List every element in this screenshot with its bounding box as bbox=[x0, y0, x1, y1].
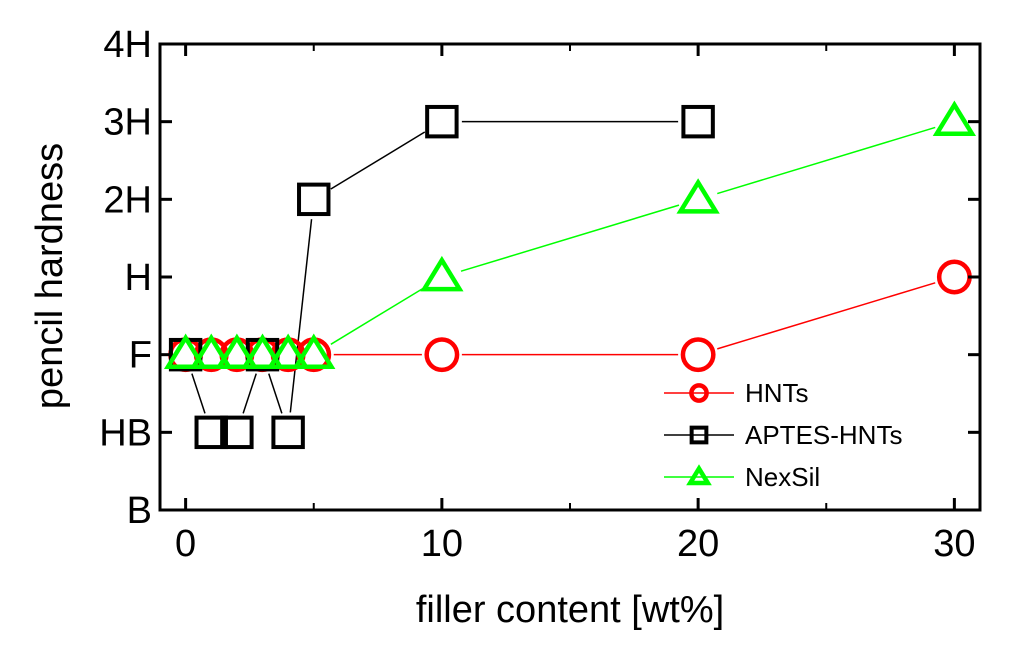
legend-marker bbox=[689, 425, 709, 445]
data-point bbox=[932, 100, 977, 137]
axes: 0 10 20 30 B HB FH 2H 3H 4H bbox=[99, 24, 982, 565]
data-point bbox=[681, 104, 715, 139]
data-point bbox=[271, 415, 305, 450]
data-point bbox=[420, 255, 464, 292]
plot-layer bbox=[163, 100, 977, 450]
data-point bbox=[425, 104, 459, 139]
series-line bbox=[717, 126, 936, 195]
series-line bbox=[268, 373, 283, 414]
legend-label: APTES-HNTs bbox=[745, 420, 902, 450]
y-tick-label: H bbox=[125, 257, 152, 299]
series-line bbox=[330, 286, 426, 345]
legend-label: HNTs bbox=[745, 378, 809, 408]
series-line bbox=[330, 131, 426, 190]
y-tick-label: F bbox=[129, 335, 152, 377]
y-tick-label: 3H bbox=[103, 102, 152, 144]
data-point bbox=[297, 182, 331, 217]
data-point bbox=[676, 178, 720, 214]
series-line bbox=[242, 373, 257, 414]
data-point bbox=[680, 337, 716, 373]
data-point bbox=[215, 333, 259, 370]
legend-marker bbox=[686, 464, 712, 486]
x-axis-label: filler content [wt%] bbox=[416, 589, 724, 631]
data-point bbox=[163, 333, 208, 370]
series-aptes-hnts bbox=[191, 120, 679, 414]
data-point bbox=[424, 337, 460, 373]
y-tick-label: 4H bbox=[103, 24, 152, 66]
data-point bbox=[240, 333, 285, 370]
series-line bbox=[717, 282, 936, 350]
x-tick-label: 20 bbox=[677, 523, 719, 565]
y-tick-label: 2H bbox=[103, 179, 152, 221]
x-tick-label: 0 bbox=[175, 523, 196, 565]
data-point bbox=[220, 415, 254, 450]
legend: HNTs APTES-HNTs NexSil bbox=[664, 378, 902, 492]
y-axis-label: pencil hardness bbox=[29, 143, 71, 409]
series-line bbox=[289, 219, 313, 413]
data-point bbox=[292, 333, 336, 370]
series-hnts bbox=[333, 282, 936, 356]
data-point bbox=[266, 333, 310, 370]
data-point bbox=[936, 259, 972, 295]
x-tick-label: 30 bbox=[933, 523, 975, 565]
y-tick-label: B bbox=[127, 490, 152, 532]
legend-label: NexSil bbox=[745, 462, 820, 492]
y-tick-label: HB bbox=[99, 412, 152, 454]
legend-marker bbox=[689, 383, 709, 403]
x-tick-label: 10 bbox=[421, 523, 463, 565]
data-point bbox=[194, 415, 228, 450]
series-nexsil bbox=[330, 126, 936, 345]
series-line bbox=[460, 204, 680, 272]
series-line bbox=[191, 373, 206, 414]
data-point bbox=[189, 333, 233, 370]
